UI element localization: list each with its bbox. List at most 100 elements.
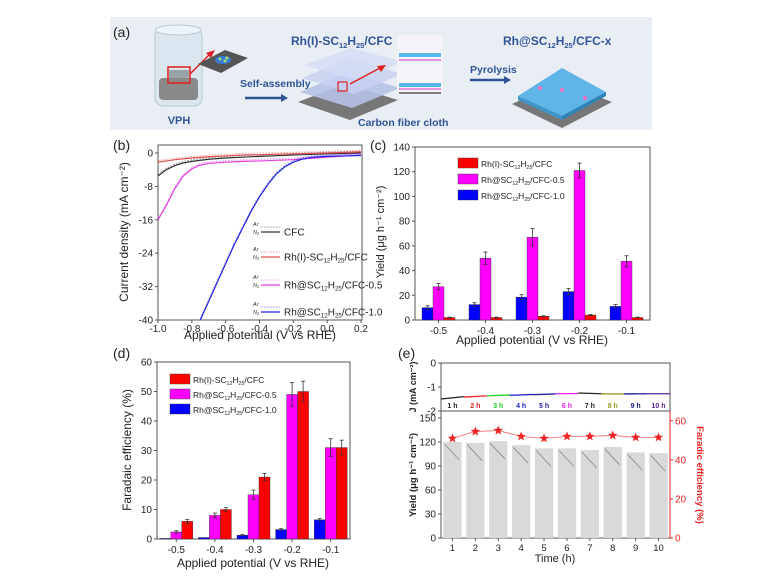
y-tick-label: 0 bbox=[430, 359, 436, 370]
yield-bar bbox=[603, 446, 622, 538]
x-tick-label: -0.2 bbox=[571, 326, 589, 337]
y-tick-label: 50 bbox=[141, 387, 153, 398]
fe-star-marker bbox=[608, 430, 618, 440]
series-line-ar bbox=[157, 152, 362, 219]
bar bbox=[286, 394, 298, 540]
legend-label: Rh(I)-SC12H25/CFC bbox=[193, 375, 264, 387]
x-axis-label: Applied potential (V vs RHE) bbox=[177, 556, 329, 570]
current-segment bbox=[532, 393, 556, 396]
y-tick-label: 60 bbox=[141, 358, 153, 369]
y-tick-label: 150 bbox=[419, 414, 436, 425]
x-tick-label: -0.5 bbox=[430, 326, 448, 337]
y-tick-label: 120 bbox=[393, 167, 410, 178]
y-tick-label: 10 bbox=[141, 505, 153, 516]
yield-axis-label: Yield (μg h⁻¹ cm⁻²) bbox=[408, 433, 419, 517]
bar bbox=[247, 494, 260, 540]
fe-star-marker bbox=[470, 426, 481, 436]
y-tick-label: -2 bbox=[427, 407, 436, 418]
pyrolysis-label: Pyrolysis bbox=[470, 64, 517, 76]
panel-c-yield-chart: (c) 0 20 40 60 80 100 120 140 -0.5 -0.4 -0.3 -0.2 -0… bbox=[370, 137, 651, 347]
segment-hour-label: 1 h bbox=[447, 403, 457, 410]
x-tick-label: -0.3 bbox=[245, 545, 263, 556]
y-axis-label: Current density (mA cm⁻²) bbox=[117, 162, 131, 302]
legend-swatch bbox=[457, 173, 479, 185]
panel-e-stability-chart: (e) 0 -1 -2 1 h 2 h 3 h 4 h 5 h 6 h 7 h 8 h 9 h 10 h… bbox=[398, 345, 705, 565]
segment-hour-label: 4 h bbox=[516, 403, 526, 410]
y-tick-label: 0 bbox=[430, 534, 436, 545]
x-tick-label: -0.1 bbox=[322, 545, 340, 556]
bar bbox=[159, 538, 172, 540]
vph-label: VPH bbox=[168, 115, 191, 127]
y-tick-label: 20 bbox=[141, 476, 153, 487]
current-segment bbox=[509, 393, 533, 397]
y-tick-label: 20 bbox=[675, 494, 687, 505]
y-tick-label: -24 bbox=[139, 249, 154, 260]
legend-swatch bbox=[457, 189, 479, 201]
fe-line bbox=[452, 430, 659, 439]
legend-gas-n2: N₂ bbox=[253, 230, 260, 236]
x-tick-label: 3 bbox=[496, 543, 501, 554]
y-tick-label: 0 bbox=[146, 535, 152, 546]
fe-star-marker bbox=[516, 431, 526, 441]
x-tick-label: -0.3 bbox=[524, 326, 542, 337]
y-tick-label: 140 bbox=[393, 143, 410, 154]
y-tick-label: -16 bbox=[139, 215, 154, 226]
bar-hatch bbox=[467, 444, 483, 462]
x-axis-label: Time (h) bbox=[535, 553, 576, 565]
bar-hatch bbox=[535, 450, 552, 467]
fe-star-marker bbox=[493, 425, 503, 435]
bar bbox=[258, 476, 271, 540]
bar-hatch bbox=[489, 442, 506, 460]
segment-hour-label: 9 h bbox=[631, 403, 641, 410]
bar-hatch bbox=[627, 454, 643, 471]
legend-label: Rh@SC12H25/CFC-0.5 bbox=[284, 281, 383, 293]
legend-gas-ar: Ar bbox=[252, 275, 260, 281]
legend-gas-n2: N₂ bbox=[253, 310, 260, 316]
bar bbox=[468, 304, 481, 321]
segment-hour-label: 5 h bbox=[539, 403, 549, 410]
x-tick-label: -0.6 bbox=[217, 324, 235, 335]
current-segment bbox=[578, 392, 602, 395]
legend-label: CFC bbox=[284, 228, 305, 239]
y-tick-label: 100 bbox=[393, 192, 410, 203]
y-tick-label: 30 bbox=[425, 510, 437, 521]
y-tick-label: -1 bbox=[427, 383, 436, 394]
legend-label: Rh@SC12H25/CFC-1.0 bbox=[193, 405, 277, 417]
y-tick-label: 0 bbox=[404, 316, 410, 327]
lamellar-zoom-icon bbox=[397, 35, 443, 95]
yield-bar bbox=[466, 442, 485, 538]
fe-star-marker bbox=[539, 433, 549, 443]
segment-hour-label: 10 h bbox=[652, 403, 666, 410]
legend-label: Rh@SC12H25/CFC-0.5 bbox=[193, 390, 277, 402]
product-title: Rh@SC12H25/CFC-x bbox=[503, 34, 612, 50]
x-tick-label: 0.0 bbox=[320, 324, 334, 335]
legend-label: Rh@SC12H25/CFC-1.0 bbox=[284, 308, 383, 320]
bar bbox=[573, 170, 586, 321]
nanoparticle-array-icon bbox=[512, 68, 612, 128]
bar-hatch bbox=[512, 446, 529, 464]
bar bbox=[181, 521, 194, 540]
x-axis-label: Applied potential (V vs RHE) bbox=[184, 328, 336, 342]
series-line-n2 bbox=[157, 151, 362, 163]
x-tick-label: 1 bbox=[450, 543, 455, 554]
legend-gas-ar: Ar bbox=[252, 302, 260, 308]
series-line-ar bbox=[157, 149, 362, 162]
segment-hour-label: 8 h bbox=[608, 403, 618, 410]
bar bbox=[432, 286, 445, 321]
y-tick-label: 20 bbox=[399, 291, 411, 302]
bar-hatch bbox=[558, 450, 575, 467]
y-tick-label: 60 bbox=[425, 486, 437, 497]
legend-gas-n2: N₂ bbox=[253, 283, 260, 289]
yield-bar bbox=[626, 452, 645, 538]
y-tick-label: 0 bbox=[147, 149, 153, 160]
panel-b-label: (b) bbox=[113, 137, 130, 153]
x-tick-label: -0.2 bbox=[285, 324, 303, 335]
legend-label: Rh(I)-SC12H25/CFC bbox=[284, 253, 368, 265]
bar bbox=[325, 447, 337, 540]
bar bbox=[336, 447, 348, 540]
bar-hatch bbox=[444, 443, 460, 461]
y-tick-label: 80 bbox=[399, 217, 411, 228]
bar bbox=[314, 519, 326, 540]
legend-label: Rh(I)-SC12H25/CFC bbox=[481, 159, 552, 171]
